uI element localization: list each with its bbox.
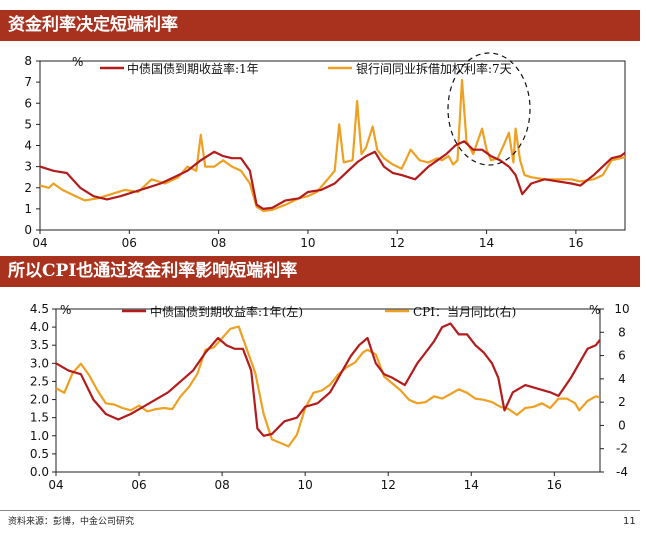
page-number: 11 — [623, 516, 636, 527]
footer-divider — [0, 510, 640, 511]
top-y-tick-label: 7 — [24, 75, 32, 89]
chart-title-banner-top: 资金利率决定短端利率 — [0, 10, 640, 41]
top-y-tick-label: 3 — [24, 160, 32, 174]
bottom-left-y-tick-label: 1.0 — [30, 429, 49, 443]
bottom-left-y-tick-label: 3.0 — [30, 356, 49, 370]
bottom-right-y-tick-label: -2 — [616, 442, 628, 456]
top-y-tick-label: 6 — [24, 96, 32, 110]
bottom-left-y-tick-label: 0.5 — [30, 447, 49, 461]
top-unit-label: % — [72, 55, 83, 69]
legend-label-bond-bottom: 中债国债到期收益率:1年(左) — [150, 304, 303, 319]
series-line-bond-yield-bottom — [55, 322, 601, 437]
top-y-tick-label: 1 — [24, 202, 32, 216]
bottom-x-tick-label: 08 — [214, 478, 229, 492]
bottom-plot-frame — [55, 308, 601, 473]
top-x-tick-label: 06 — [122, 236, 137, 250]
bottom-x-tick-label: 14 — [464, 478, 479, 492]
top-y-tick-label: 8 — [24, 54, 32, 68]
highlight-ellipse — [447, 52, 531, 166]
bottom-left-y-tick-label: 2.0 — [30, 393, 49, 407]
bottom-right-y-tick-label: -4 — [616, 465, 628, 479]
bottom-unit-label-left: % — [60, 303, 71, 317]
bottom-x-tick-label: 04 — [48, 478, 63, 492]
bottom-right-y-tick-label: 0 — [618, 418, 626, 432]
bottom-x-tick-label: 16 — [547, 478, 562, 492]
bottom-left-y-tick-label: 2.5 — [30, 374, 49, 388]
bottom-left-y-tick-label: 1.5 — [30, 411, 49, 425]
legend-label-cpi: CPI：当月同比(右) — [413, 304, 516, 319]
bottom-right-y-tick-label: 10 — [614, 302, 629, 316]
series-line-bond-yield — [39, 140, 626, 210]
top-plot-frame — [39, 60, 626, 231]
top-y-tick-label: 5 — [24, 117, 32, 131]
chart-bottom: 0.0 0.5 1.0 1.5 2.0 2.5 3.0 3.5 4.0 4.5 -4 -2 0 2 4 6 8 1… — [30, 302, 630, 492]
chart-title-banner-bottom: 所以CPI也通过资金利率影响短端利率 — [0, 256, 640, 287]
bottom-right-y-tick-label: 2 — [618, 395, 626, 409]
top-y-tick-label: 4 — [24, 139, 32, 153]
bottom-x-tick-label: 10 — [298, 478, 313, 492]
top-x-tick-label: 04 — [32, 236, 47, 250]
bottom-left-y-tick-label: 0.0 — [30, 465, 49, 479]
bottom-right-y-tick-label: 6 — [618, 349, 626, 363]
bottom-left-y-tick-label: 3.5 — [30, 338, 49, 352]
top-x-tick-label: 16 — [568, 236, 583, 250]
bottom-x-tick-label: 12 — [381, 478, 396, 492]
legend-label-bond-top: 中债国债到期收益率:1年 — [127, 61, 259, 76]
top-chart-series — [39, 78, 626, 213]
top-x-tick-label: 08 — [211, 236, 226, 250]
top-x-tick-label: 10 — [300, 236, 315, 250]
bottom-x-tick-label: 06 — [131, 478, 146, 492]
source-note: 资料来源：彭博，中金公司研究 — [8, 517, 135, 527]
bottom-chart-series — [55, 322, 601, 448]
series-line-interbank-rate — [39, 78, 626, 213]
legend-label-interbank: 银行间同业拆借加权利率:7天 — [356, 61, 512, 76]
bottom-right-y-tick-label: 8 — [618, 325, 626, 339]
bottom-right-y-tick-label: 4 — [618, 372, 626, 386]
bottom-left-y-tick-label: 4.0 — [30, 320, 49, 334]
bottom-unit-label-right: % — [589, 303, 600, 317]
bottom-left-y-tick-label: 4.5 — [30, 302, 49, 316]
top-x-tick-label: 14 — [479, 236, 494, 250]
top-y-tick-label: 2 — [24, 181, 32, 195]
bottom-chart-axes: 0.0 0.5 1.0 1.5 2.0 2.5 3.0 3.5 4.0 4.5 -4 -2 0 2 4 6 8 1… — [30, 302, 630, 492]
top-x-tick-label: 12 — [390, 236, 405, 250]
series-line-cpi — [55, 325, 601, 448]
top-y-tick-label: 0 — [24, 223, 32, 237]
